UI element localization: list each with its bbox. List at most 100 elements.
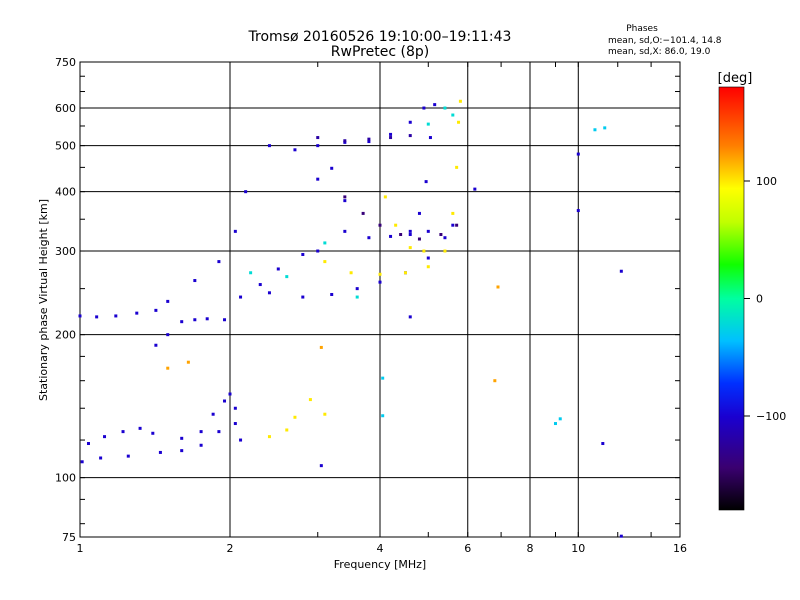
- data-point: [151, 431, 155, 435]
- y-tick-label: 100: [55, 472, 76, 485]
- y-tick-label: 200: [55, 329, 76, 342]
- data-point: [355, 295, 359, 299]
- data-point: [258, 283, 262, 287]
- data-point: [239, 438, 243, 442]
- x-tick-label: 4: [377, 542, 384, 555]
- data-point: [154, 343, 158, 347]
- data-point: [457, 120, 461, 124]
- data-point: [451, 223, 455, 227]
- data-point: [343, 195, 347, 199]
- data-point: [426, 256, 430, 260]
- data-point: [389, 234, 393, 238]
- data-points: [78, 99, 623, 538]
- colorbar-gradient: [719, 87, 744, 510]
- data-point: [443, 236, 447, 240]
- data-point: [199, 430, 203, 434]
- phases-legend-heading: Phases: [626, 24, 658, 34]
- data-point: [367, 137, 371, 141]
- data-point: [383, 195, 387, 199]
- data-point: [343, 199, 347, 203]
- data-point: [193, 279, 197, 283]
- data-point: [394, 223, 398, 227]
- colorbar-tick-label: 100: [756, 175, 777, 188]
- data-point: [367, 236, 371, 240]
- data-point: [103, 435, 107, 439]
- data-point: [319, 345, 323, 349]
- data-point: [330, 166, 334, 170]
- data-point: [399, 233, 403, 237]
- x-tick-label: 6: [464, 542, 471, 555]
- y-tick-label: 600: [55, 102, 76, 115]
- data-point: [316, 136, 320, 140]
- data-point: [86, 442, 90, 446]
- data-point: [493, 379, 497, 383]
- chart-subtitle: RwPretec (8p): [331, 44, 429, 60]
- data-point: [323, 241, 327, 245]
- data-point: [361, 211, 365, 215]
- data-point: [316, 249, 320, 253]
- data-point: [408, 233, 412, 237]
- x-axis-label: Frequency [MHz]: [334, 558, 426, 571]
- data-point: [367, 140, 371, 144]
- data-point: [417, 237, 421, 241]
- colorbar-tick-label: −100: [756, 410, 786, 423]
- data-point: [558, 417, 562, 421]
- data-point: [114, 314, 118, 318]
- data-point: [378, 223, 382, 227]
- data-point: [319, 464, 323, 468]
- data-point: [316, 177, 320, 181]
- data-point: [267, 435, 271, 439]
- data-point: [349, 271, 353, 275]
- data-point: [285, 275, 289, 279]
- data-point: [422, 106, 426, 110]
- data-point: [223, 399, 227, 403]
- data-point: [619, 534, 623, 538]
- data-point: [301, 252, 305, 256]
- data-point: [323, 412, 327, 416]
- data-point: [408, 246, 412, 250]
- y-tick-label: 300: [55, 245, 76, 258]
- data-point: [343, 140, 347, 144]
- data-point: [233, 422, 237, 426]
- data-point: [343, 229, 347, 233]
- chart-title: Tromsø 20160526 19:10:00–19:11:43: [248, 29, 512, 45]
- data-point: [239, 295, 243, 299]
- data-point: [316, 144, 320, 148]
- data-point: [433, 103, 437, 107]
- x-tick-label: 2: [227, 542, 234, 555]
- data-point: [451, 211, 455, 215]
- data-point: [99, 456, 103, 460]
- data-point: [80, 460, 84, 464]
- data-point: [381, 376, 385, 380]
- data-point: [378, 272, 382, 276]
- data-point: [180, 449, 184, 453]
- data-point: [408, 229, 412, 233]
- phases-legend-line-o: mean, sd,O:−101.4, 14.8: [608, 36, 722, 46]
- data-point: [381, 414, 385, 418]
- data-point: [267, 144, 271, 148]
- data-point: [244, 190, 248, 194]
- data-point: [293, 148, 297, 152]
- data-point: [211, 412, 215, 416]
- data-point: [455, 165, 459, 169]
- data-point: [95, 315, 99, 319]
- data-point: [217, 430, 221, 434]
- data-point: [249, 271, 253, 275]
- colorbar: [deg] 100 0 −100: [718, 71, 786, 511]
- data-point: [186, 360, 190, 364]
- data-point: [593, 128, 597, 132]
- data-point: [166, 333, 170, 337]
- y-tick-label: 400: [55, 186, 76, 199]
- data-point: [193, 318, 197, 322]
- data-point: [138, 426, 142, 430]
- axis-ticks: 1 2 4 6 8 10 16 75 100 200 300 400 500 600 750: [55, 56, 687, 555]
- x-tick-label: 8: [527, 542, 534, 555]
- data-point: [166, 366, 170, 370]
- grid-lines: [80, 62, 680, 537]
- data-point: [308, 398, 312, 402]
- y-axis-label: Stationary phase Virtual Height [km]: [37, 199, 50, 401]
- data-point: [233, 406, 237, 410]
- data-point: [417, 211, 421, 215]
- data-point: [443, 249, 447, 253]
- data-point: [603, 126, 607, 130]
